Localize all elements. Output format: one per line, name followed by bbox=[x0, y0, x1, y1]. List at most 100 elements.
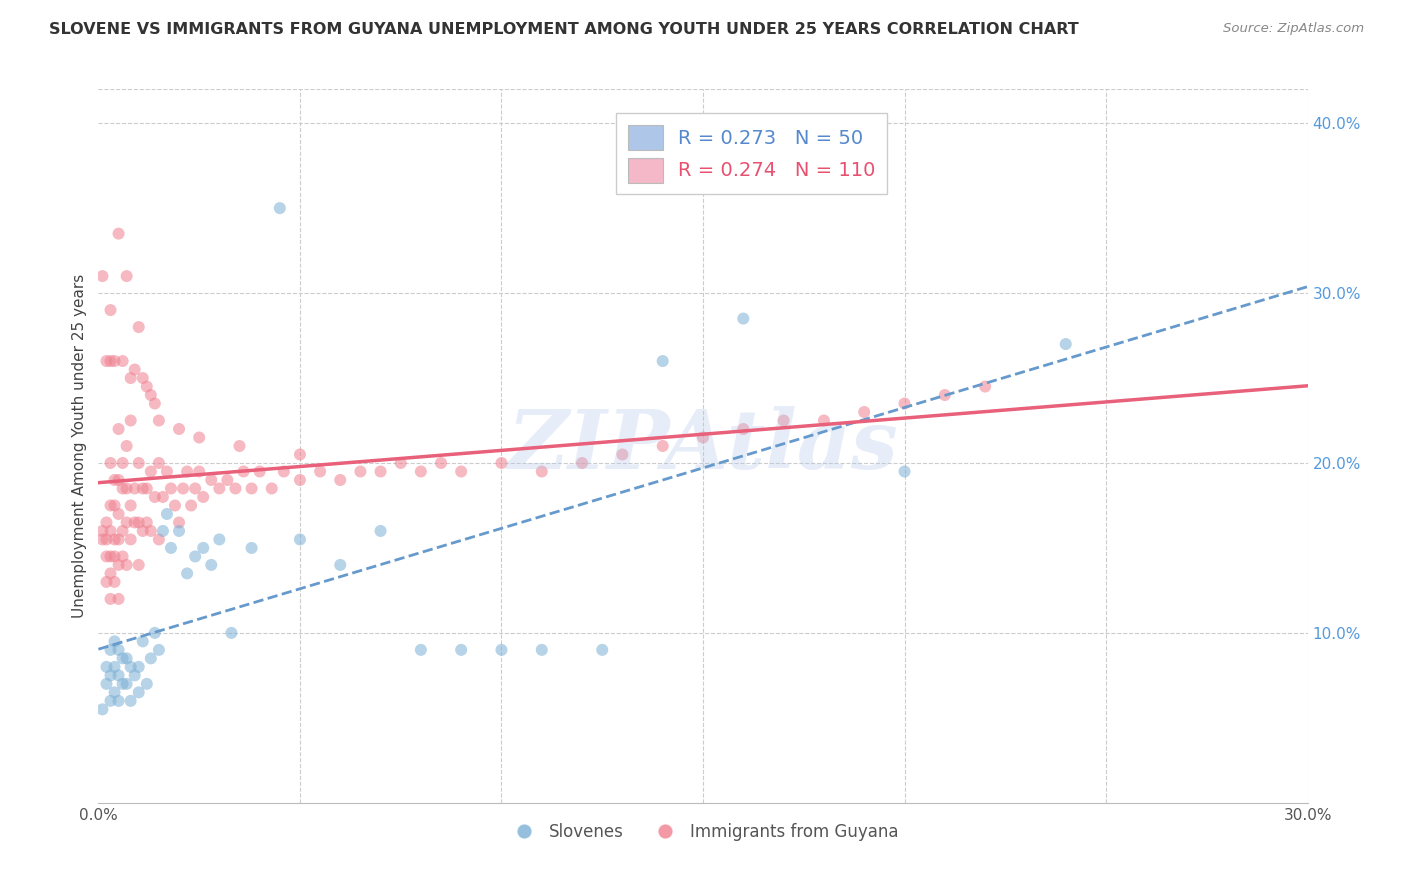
Point bbox=[135, 516, 157, 530]
Point bbox=[893, 396, 915, 410]
Point bbox=[288, 473, 311, 487]
Point bbox=[240, 541, 263, 555]
Point bbox=[128, 558, 150, 572]
Point bbox=[224, 482, 246, 496]
Point bbox=[103, 660, 125, 674]
Point bbox=[221, 626, 243, 640]
Point bbox=[103, 549, 125, 564]
Point bbox=[148, 456, 170, 470]
Point bbox=[111, 354, 134, 368]
Point bbox=[100, 456, 122, 470]
Point bbox=[111, 651, 134, 665]
Point bbox=[370, 465, 392, 479]
Point bbox=[132, 634, 155, 648]
Text: ZIPAtlas: ZIPAtlas bbox=[508, 406, 898, 486]
Point bbox=[100, 499, 122, 513]
Point bbox=[200, 473, 222, 487]
Legend: Slovenes, Immigrants from Guyana: Slovenes, Immigrants from Guyana bbox=[501, 817, 905, 848]
Point bbox=[200, 558, 222, 572]
Point bbox=[184, 482, 207, 496]
Point bbox=[176, 566, 198, 581]
Point bbox=[152, 524, 174, 538]
Point bbox=[139, 651, 162, 665]
Point bbox=[571, 456, 593, 470]
Point bbox=[111, 524, 134, 538]
Point bbox=[111, 677, 134, 691]
Point bbox=[96, 574, 118, 589]
Text: Source: ZipAtlas.com: Source: ZipAtlas.com bbox=[1223, 22, 1364, 36]
Point bbox=[974, 379, 997, 393]
Point bbox=[139, 388, 162, 402]
Point bbox=[188, 465, 211, 479]
Point bbox=[409, 643, 432, 657]
Point bbox=[132, 524, 155, 538]
Point bbox=[208, 533, 231, 547]
Point bbox=[143, 626, 166, 640]
Point bbox=[530, 643, 553, 657]
Point bbox=[269, 201, 291, 215]
Point bbox=[329, 558, 352, 572]
Point bbox=[184, 549, 207, 564]
Point bbox=[135, 379, 157, 393]
Point bbox=[260, 482, 283, 496]
Point bbox=[91, 533, 114, 547]
Point bbox=[612, 448, 634, 462]
Point bbox=[132, 482, 155, 496]
Point bbox=[188, 430, 211, 444]
Point bbox=[107, 643, 129, 657]
Point bbox=[152, 490, 174, 504]
Point bbox=[100, 668, 122, 682]
Point bbox=[96, 533, 118, 547]
Point bbox=[100, 524, 122, 538]
Point bbox=[115, 651, 138, 665]
Point bbox=[100, 643, 122, 657]
Point bbox=[772, 413, 794, 427]
Point bbox=[370, 524, 392, 538]
Point bbox=[128, 320, 150, 334]
Point bbox=[111, 549, 134, 564]
Point bbox=[124, 516, 146, 530]
Point bbox=[128, 685, 150, 699]
Point bbox=[96, 354, 118, 368]
Point bbox=[124, 362, 146, 376]
Point bbox=[103, 685, 125, 699]
Point bbox=[111, 456, 134, 470]
Point bbox=[100, 549, 122, 564]
Point bbox=[148, 643, 170, 657]
Point bbox=[96, 660, 118, 674]
Point bbox=[208, 482, 231, 496]
Point bbox=[193, 541, 215, 555]
Point bbox=[139, 465, 162, 479]
Point bbox=[120, 660, 142, 674]
Point bbox=[167, 524, 190, 538]
Point bbox=[733, 422, 755, 436]
Point bbox=[107, 227, 129, 241]
Point bbox=[100, 303, 122, 318]
Point bbox=[120, 499, 142, 513]
Point bbox=[107, 694, 129, 708]
Point bbox=[120, 694, 142, 708]
Point bbox=[115, 482, 138, 496]
Point bbox=[91, 702, 114, 716]
Point bbox=[120, 371, 142, 385]
Point bbox=[103, 533, 125, 547]
Point bbox=[120, 533, 142, 547]
Point bbox=[217, 473, 239, 487]
Point bbox=[156, 465, 179, 479]
Point bbox=[389, 456, 412, 470]
Point bbox=[651, 439, 673, 453]
Point bbox=[156, 507, 179, 521]
Point bbox=[111, 482, 134, 496]
Point bbox=[107, 558, 129, 572]
Point bbox=[733, 311, 755, 326]
Point bbox=[107, 668, 129, 682]
Point bbox=[115, 516, 138, 530]
Point bbox=[100, 566, 122, 581]
Point bbox=[115, 269, 138, 284]
Point bbox=[853, 405, 876, 419]
Point bbox=[893, 465, 915, 479]
Point bbox=[409, 465, 432, 479]
Point bbox=[139, 524, 162, 538]
Point bbox=[591, 643, 613, 657]
Point bbox=[692, 430, 714, 444]
